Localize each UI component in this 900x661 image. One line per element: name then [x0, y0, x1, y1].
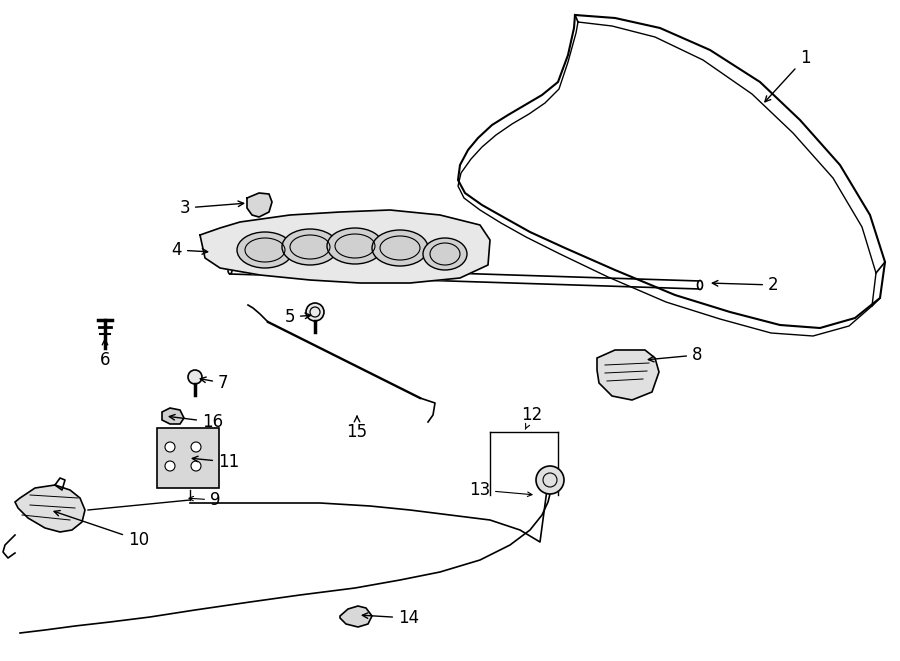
Ellipse shape	[282, 229, 338, 265]
Text: 10: 10	[54, 510, 149, 549]
Text: 1: 1	[765, 49, 810, 102]
Polygon shape	[597, 350, 659, 400]
Text: 13: 13	[469, 481, 532, 499]
Polygon shape	[340, 606, 372, 627]
Ellipse shape	[372, 230, 428, 266]
Polygon shape	[200, 210, 490, 283]
Circle shape	[165, 461, 175, 471]
Ellipse shape	[423, 238, 467, 270]
Circle shape	[306, 303, 324, 321]
FancyBboxPatch shape	[157, 428, 219, 488]
Text: 8: 8	[648, 346, 703, 364]
Circle shape	[191, 442, 201, 452]
Text: 2: 2	[712, 276, 778, 294]
Ellipse shape	[698, 280, 703, 290]
Text: 7: 7	[201, 374, 229, 392]
Polygon shape	[162, 408, 184, 424]
Circle shape	[536, 466, 564, 494]
Text: 5: 5	[284, 308, 310, 326]
Ellipse shape	[228, 266, 232, 274]
Polygon shape	[247, 193, 272, 217]
Circle shape	[191, 461, 201, 471]
Text: 15: 15	[346, 416, 367, 441]
Circle shape	[188, 370, 202, 384]
Text: 3: 3	[179, 199, 244, 217]
Ellipse shape	[237, 232, 293, 268]
Text: 16: 16	[169, 413, 223, 431]
Text: 9: 9	[189, 491, 220, 509]
Circle shape	[165, 442, 175, 452]
Text: 14: 14	[363, 609, 419, 627]
Text: 6: 6	[100, 339, 110, 369]
Ellipse shape	[327, 228, 383, 264]
Polygon shape	[458, 15, 885, 328]
Polygon shape	[15, 485, 85, 532]
Text: 12: 12	[521, 406, 543, 429]
Text: 11: 11	[193, 453, 239, 471]
Text: 4: 4	[172, 241, 208, 259]
